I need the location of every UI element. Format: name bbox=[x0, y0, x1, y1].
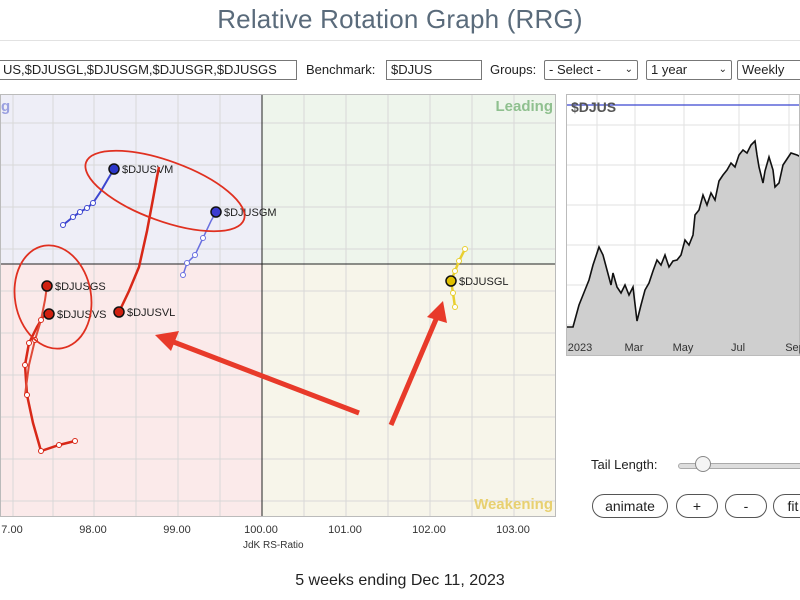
x-tick-label: 102.00 bbox=[412, 524, 446, 536]
chevron-down-icon: ⌄ bbox=[718, 64, 727, 75]
tail-djusvl bbox=[117, 166, 161, 313]
quadrant-lagging bbox=[1, 264, 262, 516]
chevron-down-icon: ⌄ bbox=[624, 64, 633, 75]
x-tick-label: 98.00 bbox=[79, 524, 107, 536]
page-title: Relative Rotation Graph (RRG) bbox=[217, 4, 583, 34]
groups-select[interactable]: - Select - ⌄ bbox=[544, 60, 638, 80]
month-label: May bbox=[672, 342, 694, 354]
tail-djusgs bbox=[24, 285, 48, 396]
label-djusvl: $DJUSVL bbox=[127, 307, 175, 319]
gridlines bbox=[1, 95, 555, 516]
point-djusgs[interactable] bbox=[41, 280, 53, 292]
tail-markers-djusgm bbox=[180, 235, 206, 278]
annotation-arrow-up-shaft bbox=[388, 316, 440, 426]
point-djusgm[interactable] bbox=[210, 206, 222, 218]
symbols-input[interactable]: US,$DJUSGL,$DJUSGM,$DJUSGR,$DJUSGS bbox=[0, 60, 297, 80]
animate-button[interactable]: animate bbox=[592, 494, 668, 518]
point-djusvs[interactable] bbox=[43, 308, 55, 320]
period-select-value: 1 year bbox=[651, 62, 688, 77]
price-chart-x-axis: 2023 Mar May Jul Sep bbox=[566, 342, 800, 358]
annotation-arrow-up-head bbox=[427, 301, 447, 323]
x-tick-label: 100.00 bbox=[244, 524, 278, 536]
x-tick-label: 7.00 bbox=[1, 524, 23, 536]
month-label: 2023 bbox=[567, 342, 593, 354]
controls-bar: US,$DJUSGL,$DJUSGM,$DJUSGR,$DJUSGS Bench… bbox=[0, 60, 800, 82]
frequency-select-value: Weekly bbox=[742, 62, 785, 77]
label-djusgm: $DJUSGM bbox=[224, 207, 277, 219]
tail-markers-djusgl bbox=[450, 246, 468, 310]
x-tick-label: 101.00 bbox=[328, 524, 362, 536]
month-label: Mar bbox=[624, 342, 644, 354]
x-tick-label: 103.00 bbox=[496, 524, 530, 536]
point-djusvl[interactable] bbox=[113, 306, 125, 318]
label-djusgs: $DJUSGS bbox=[55, 281, 106, 293]
annotation-arrow-left-shaft bbox=[170, 338, 360, 416]
fit-button[interactable]: fit bbox=[773, 494, 800, 518]
rrg-plot: g Leading Weakening $DJUSVM $DJUSGM $DJU… bbox=[1, 95, 555, 516]
rrg-chart[interactable]: g Leading Weakening $DJUSVM $DJUSGM $DJU… bbox=[0, 94, 556, 517]
benchmark-label: Benchmark: bbox=[306, 62, 376, 77]
point-djusgl[interactable] bbox=[445, 275, 457, 287]
date-range-caption: 5 weeks ending Dec 11, 2023 bbox=[295, 572, 505, 589]
x-axis: 7.00 98.00 99.00 100.00 101.00 102.00 10… bbox=[0, 520, 560, 560]
groups-label: Groups: bbox=[490, 62, 537, 77]
tail-length-slider[interactable] bbox=[678, 463, 800, 469]
annotation-ellipse-left bbox=[13, 244, 93, 350]
quadrant-improving bbox=[1, 95, 262, 264]
x-tick-label: 99.00 bbox=[163, 524, 191, 536]
month-label: Jul bbox=[730, 342, 746, 354]
price-line bbox=[567, 139, 799, 328]
quadrant-label-leading: Leading bbox=[495, 98, 553, 115]
label-djusvs: $DJUSVS bbox=[57, 309, 107, 321]
point-djusvm[interactable] bbox=[108, 163, 120, 175]
tail-length-label: Tail Length: bbox=[591, 457, 658, 472]
price-chart-symbol: $DJUS bbox=[571, 99, 616, 115]
groups-select-value: - Select - bbox=[549, 62, 602, 77]
period-select[interactable]: 1 year ⌄ bbox=[646, 60, 732, 80]
zoom-in-button[interactable]: + bbox=[676, 494, 718, 518]
month-label: Sep bbox=[785, 342, 800, 354]
annotation-ellipse-top bbox=[84, 149, 246, 233]
quadrant-leading bbox=[262, 95, 555, 264]
price-chart-plot: $DJUS bbox=[567, 95, 799, 355]
quadrant-label-improving: g bbox=[1, 98, 10, 115]
label-djusvm: $DJUSVM bbox=[122, 164, 173, 176]
frequency-select[interactable]: Weekly bbox=[737, 60, 800, 80]
label-djusgl: $DJUSGL bbox=[459, 276, 509, 288]
header-divider bbox=[0, 40, 800, 41]
zoom-out-button[interactable]: - bbox=[725, 494, 767, 518]
annotation-arrow-left-head bbox=[155, 331, 179, 351]
x-axis-title: JdK RS-Ratio bbox=[243, 540, 304, 551]
benchmark-input[interactable]: $DJUS bbox=[386, 60, 482, 80]
tail-markers-red bbox=[22, 317, 78, 454]
tail-markers-djusvm bbox=[60, 200, 96, 228]
price-chart[interactable]: $DJUS bbox=[566, 94, 800, 356]
quadrant-label-weakening: Weakening bbox=[474, 496, 553, 513]
tail-length-slider-handle[interactable] bbox=[695, 456, 711, 472]
